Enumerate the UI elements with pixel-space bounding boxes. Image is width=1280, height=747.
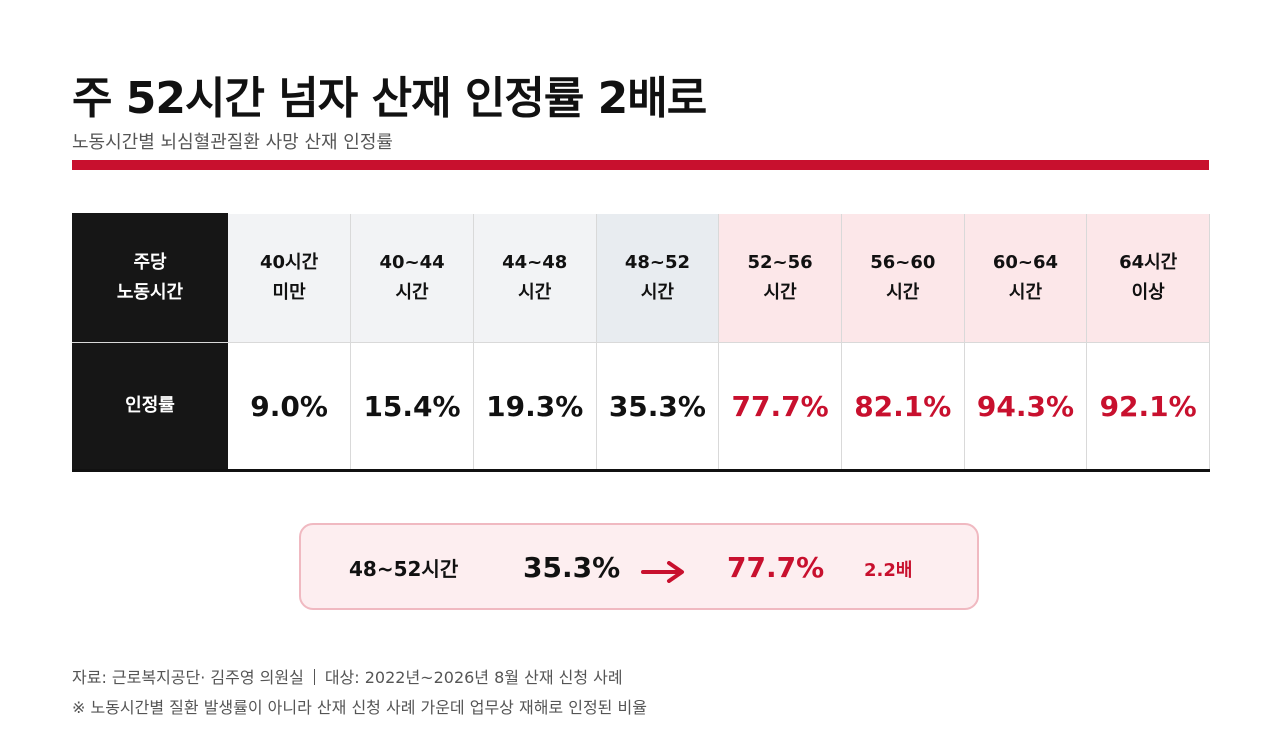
- footer-source-line: 자료: 근로복지공단· 김주영 의원실 대상: 2022년~2026년 8월 산재…: [72, 664, 623, 688]
- hours-category-label: 56~60: [870, 251, 936, 273]
- hours-row-header-line: 주당: [133, 252, 167, 273]
- hours-category-label: 시간: [640, 281, 674, 303]
- footer-source: 자료: 근로복지공단· 김주영 의원실: [72, 668, 304, 687]
- recognition-rate-table: 주당 노동시간 40시간 미만 40~44 시간 44~48 시간 48~52 시간 52~56…: [72, 213, 1210, 472]
- comparison-to-value: 77.7%: [727, 551, 825, 584]
- hours-header-row: 주당 노동시간 40시간 미만 40~44 시간 44~48 시간 48~52 시간 52~56…: [72, 213, 1210, 343]
- hours-category-label: 시간: [763, 281, 797, 303]
- rate-value-cell: 19.3%: [473, 342, 597, 471]
- page-subtitle: 노동시간별 뇌심혈관질환 사망 산재 인정률: [72, 132, 393, 153]
- footer-scope: 대상: 2022년~2026년 8월 산재 신청 사례: [324, 668, 623, 687]
- hours-category-cell: 48~52 시간: [596, 213, 720, 343]
- hours-category-label: 시간: [518, 281, 552, 303]
- rate-value-cell: 92.1%: [1086, 342, 1210, 471]
- rate-value-cell: 77.7%: [718, 342, 842, 471]
- hours-category-label: 44~48: [502, 251, 568, 273]
- comparison-ratio: 2.2배: [864, 560, 913, 581]
- footer-separator: [313, 669, 315, 685]
- rate-row-header: 인정률: [72, 342, 228, 471]
- right-arrow-icon: [641, 561, 687, 587]
- hours-category-label: 시간: [886, 281, 920, 303]
- rate-value-row: 인정률 9.0% 15.4% 19.3% 35.3% 77.7% 82.1% 94.3% 92…: [72, 342, 1210, 471]
- rate-value-cell: 9.0%: [228, 342, 352, 471]
- hours-category-label: 52~56: [747, 251, 813, 273]
- rate-value-cell: 15.4%: [350, 342, 474, 471]
- hours-category-cell: 40~44 시간: [350, 213, 474, 343]
- hours-category-cell: 52~56 시간: [718, 213, 842, 343]
- hours-row-header-line: 노동시간: [116, 282, 184, 303]
- hours-category-label: 40~44: [379, 251, 445, 273]
- hours-category-label: 이상: [1131, 281, 1165, 303]
- rate-value-cell: 35.3%: [596, 342, 720, 471]
- comparison-from-value: 35.3%: [523, 551, 621, 584]
- page-title: 주 52시간 넘자 산재 인정률 2배로: [72, 73, 707, 124]
- hours-category-cell: 56~60 시간: [841, 213, 965, 343]
- footer-note: ※ 노동시간별 질환 발생률이 아니라 산재 신청 사례 가운데 업무상 재해로…: [72, 698, 647, 717]
- comparison-label: 48~52시간: [349, 557, 459, 581]
- rate-row-header-label: 인정률: [125, 395, 175, 416]
- hours-category-label: 미만: [272, 281, 306, 303]
- hours-category-cell: 60~64 시간: [964, 213, 1088, 343]
- hours-category-label: 시간: [1008, 281, 1043, 303]
- rate-value-cell: 82.1%: [841, 342, 965, 471]
- hours-category-label: 64시간: [1119, 251, 1178, 273]
- rate-value-cell: 94.3%: [964, 342, 1088, 471]
- comparison-callout: 48~52시간 35.3% 77.7% 2.2배: [299, 523, 979, 610]
- hours-category-label: 60~64: [992, 251, 1059, 273]
- title-divider: [72, 160, 1209, 170]
- hours-category-label: 시간: [395, 281, 429, 303]
- hours-category-label: 40시간: [260, 251, 319, 273]
- hours-row-header: 주당 노동시간: [72, 213, 228, 343]
- hours-category-cell: 44~48 시간: [473, 213, 597, 343]
- hours-category-label: 48~52: [624, 251, 690, 273]
